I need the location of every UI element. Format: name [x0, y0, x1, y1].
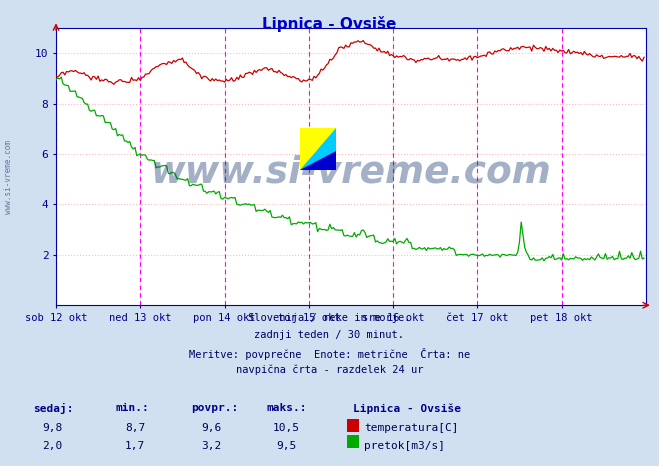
Text: Lipnica - Ovsiše: Lipnica - Ovsiše: [353, 403, 461, 414]
Polygon shape: [300, 128, 336, 170]
Text: navpična črta - razdelek 24 ur: navpična črta - razdelek 24 ur: [236, 365, 423, 376]
Text: 10,5: 10,5: [273, 423, 300, 432]
Text: Lipnica - Ovsiše: Lipnica - Ovsiše: [262, 16, 397, 32]
Text: 9,6: 9,6: [201, 423, 221, 432]
Text: www.si-vreme.com: www.si-vreme.com: [150, 154, 552, 190]
Text: Slovenija / reke in morje.: Slovenija / reke in morje.: [248, 313, 411, 323]
Text: 3,2: 3,2: [201, 441, 221, 451]
Text: 1,7: 1,7: [125, 441, 145, 451]
Polygon shape: [300, 128, 336, 170]
Text: zadnji teden / 30 minut.: zadnji teden / 30 minut.: [254, 330, 405, 340]
Polygon shape: [300, 151, 336, 170]
Text: Meritve: povprečne  Enote: metrične  Črta: ne: Meritve: povprečne Enote: metrične Črta:…: [189, 348, 470, 360]
Text: 2,0: 2,0: [43, 441, 63, 451]
Text: temperatura[C]: temperatura[C]: [364, 423, 459, 432]
Text: min.:: min.:: [115, 403, 149, 413]
Text: www.si-vreme.com: www.si-vreme.com: [4, 140, 13, 214]
Text: sedaj:: sedaj:: [33, 403, 73, 414]
Text: 9,8: 9,8: [43, 423, 63, 432]
Text: 8,7: 8,7: [125, 423, 145, 432]
Text: 9,5: 9,5: [277, 441, 297, 451]
Text: pretok[m3/s]: pretok[m3/s]: [364, 441, 445, 451]
Text: povpr.:: povpr.:: [191, 403, 239, 413]
Text: maks.:: maks.:: [267, 403, 307, 413]
